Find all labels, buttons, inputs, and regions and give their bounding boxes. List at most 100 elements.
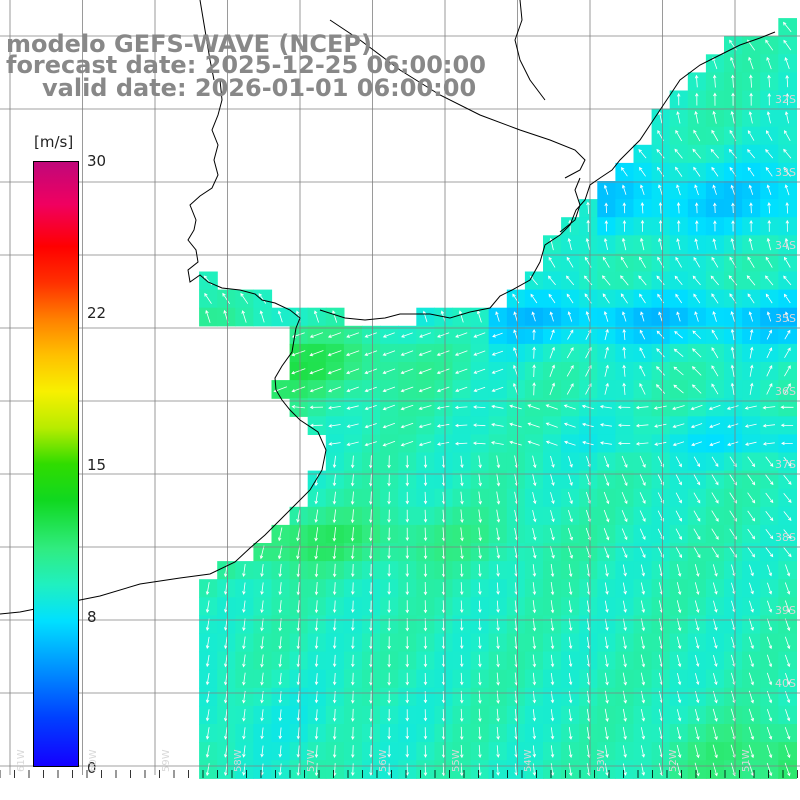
wind-arrow <box>712 708 718 722</box>
wind-arrow <box>278 582 282 596</box>
wind-arrow <box>387 455 391 469</box>
wind-arrow <box>711 329 719 340</box>
wind-arrow <box>472 441 486 446</box>
wind-arrow <box>748 654 754 668</box>
wind-arrow <box>603 509 610 523</box>
wind-arrow <box>568 582 573 596</box>
wind-arrow <box>568 727 573 740</box>
wind-arrow <box>676 111 681 124</box>
wind-arrow <box>400 404 414 411</box>
wind-arrow <box>296 581 301 596</box>
wind-arrow <box>423 491 428 505</box>
wind-arrow <box>387 545 391 560</box>
wind-arrow <box>675 474 682 486</box>
wind-arrow <box>581 404 594 410</box>
wind-arrow <box>509 404 522 410</box>
wind-arrow <box>691 348 702 358</box>
lon-label: 60W <box>88 749 99 772</box>
wind-arrow <box>459 600 464 614</box>
wind-arrow <box>566 256 574 268</box>
wind-arrow <box>656 366 665 376</box>
wind-arrow <box>620 256 628 268</box>
wind-arrow <box>674 275 683 286</box>
wind-arrow <box>640 311 645 322</box>
lon-label: 59W <box>161 749 172 772</box>
wind-arrow <box>332 310 338 323</box>
wind-arrow <box>568 709 573 722</box>
wind-arrow <box>675 129 683 142</box>
wind-arrow <box>713 636 718 649</box>
wind-arrow <box>478 763 482 777</box>
wind-arrow <box>731 202 735 214</box>
wind-arrow <box>581 422 594 428</box>
wind-arrow <box>599 405 613 409</box>
wind-arrow <box>350 545 355 560</box>
wind-arrow <box>783 547 792 558</box>
wind-arrow <box>478 582 482 595</box>
wind-arrow <box>658 311 663 322</box>
wind-arrow <box>351 708 355 722</box>
wind-arrow <box>639 473 646 486</box>
wind-arrow <box>527 440 540 446</box>
wind-arrow <box>711 256 719 268</box>
wind-arrow <box>622 582 627 595</box>
wind-arrow <box>785 92 790 106</box>
wind-arrow <box>548 256 556 268</box>
wind-arrow <box>513 329 518 340</box>
wind-arrow <box>550 510 555 523</box>
wind-arrow <box>418 441 432 447</box>
wind-arrow <box>640 672 646 686</box>
wind-arrow <box>387 636 391 650</box>
wind-arrow <box>527 422 540 428</box>
lat-label: 38S <box>775 531 796 544</box>
wind-arrow <box>327 350 342 357</box>
wind-arrow <box>604 600 609 613</box>
wind-arrow <box>314 563 319 578</box>
lat-label: 40S <box>775 677 796 690</box>
wind-arrow <box>762 405 776 410</box>
lat-label: 33S <box>775 166 796 179</box>
wind-arrow <box>639 293 646 304</box>
wind-arrow <box>695 673 700 686</box>
wind-arrow <box>491 423 504 427</box>
wind-arrow <box>676 311 681 322</box>
wind-arrow <box>441 709 446 722</box>
wind-arrow <box>622 311 627 322</box>
wind-arrow <box>405 727 410 740</box>
wind-arrow <box>693 166 701 177</box>
wind-arrow <box>695 636 700 650</box>
wind-arrow <box>712 762 718 777</box>
wind-arrow <box>405 745 410 758</box>
wind-arrow <box>309 386 324 393</box>
wind-arrow <box>654 441 667 446</box>
wind-arrow <box>532 382 536 396</box>
wind-arrow <box>458 310 464 323</box>
wind-arrow <box>332 527 337 542</box>
wind-arrow <box>296 545 301 560</box>
wind-arrow <box>638 275 647 286</box>
wind-arrow <box>656 330 665 339</box>
wind-arrow <box>549 329 555 340</box>
wind-arrow <box>780 405 794 409</box>
wind-arrow <box>617 441 631 446</box>
wind-arrow <box>405 509 410 523</box>
wind-arrow <box>478 654 482 668</box>
wind-arrow <box>766 365 773 377</box>
wind-arrow <box>622 745 627 758</box>
lon-label: 57W <box>306 749 317 772</box>
lat-label: 36S <box>775 385 796 398</box>
wind-arrow <box>747 528 756 540</box>
wind-arrow <box>454 405 468 410</box>
wind-arrow <box>586 201 590 214</box>
wind-arrow <box>387 600 391 614</box>
wind-arrow <box>712 184 717 195</box>
wind-arrow <box>454 441 468 446</box>
wind-arrow <box>441 727 446 740</box>
wind-arrow <box>532 364 536 378</box>
wind-arrow <box>785 672 791 686</box>
wind-arrow <box>711 456 719 467</box>
wind-arrow <box>639 347 646 359</box>
wind-arrow <box>567 545 573 559</box>
wind-arrow <box>622 564 627 577</box>
colorbar <box>33 161 79 767</box>
